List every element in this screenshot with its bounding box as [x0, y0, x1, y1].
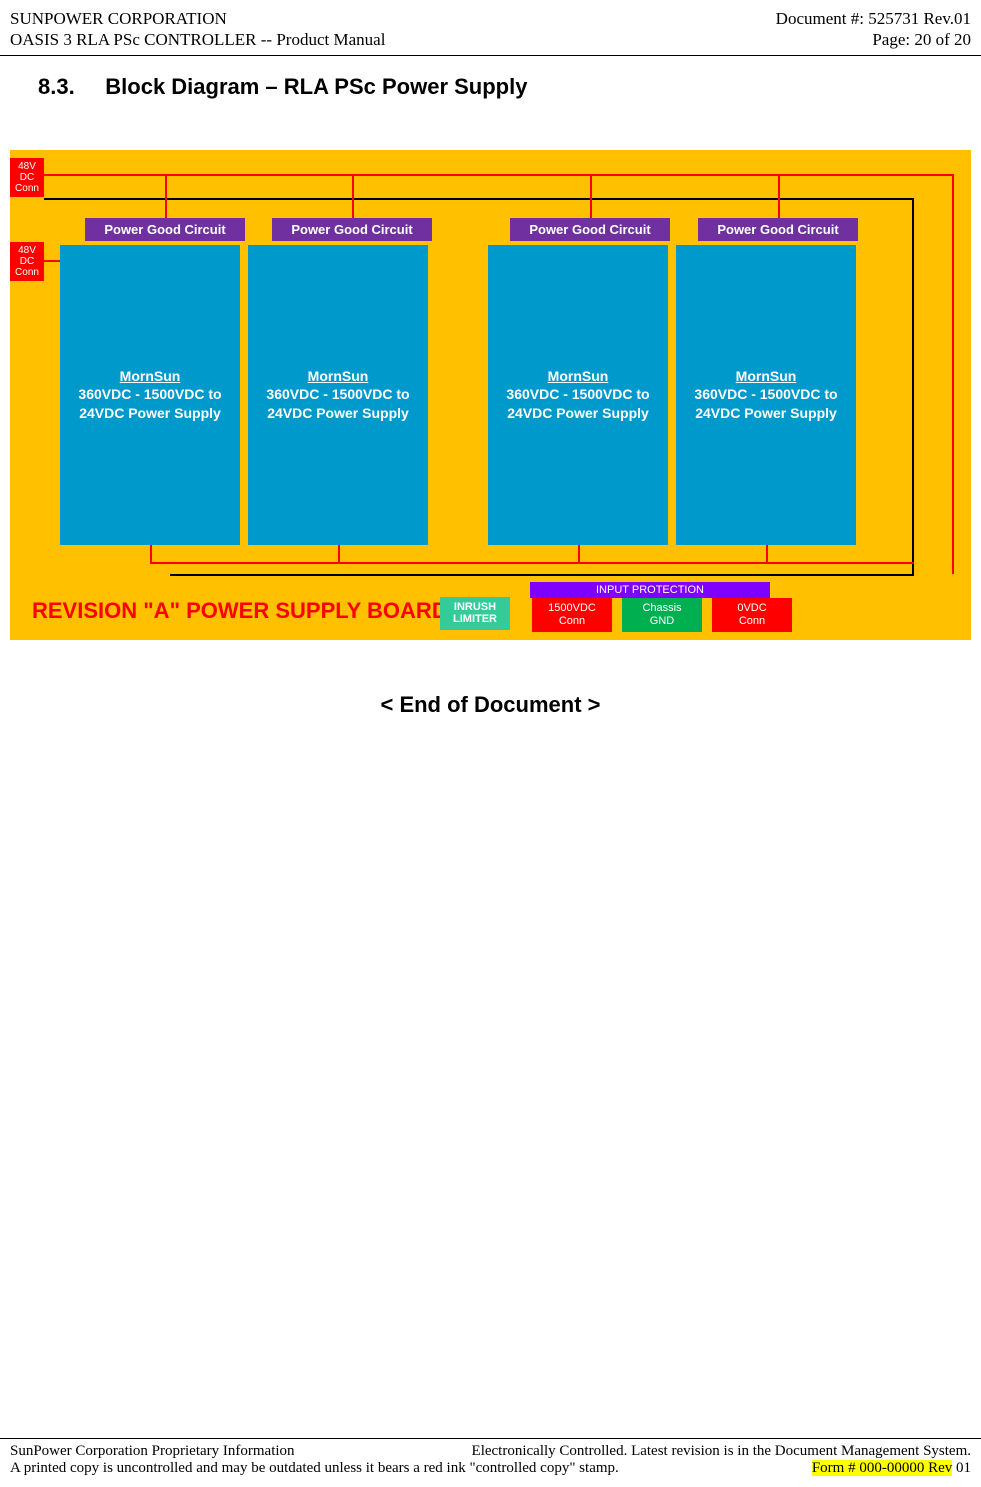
ps-line3: 24VDC Power Supply — [79, 404, 221, 422]
conn-1500-l1: 1500VDC — [534, 602, 610, 615]
wire-top-rail — [44, 174, 954, 176]
conn-48v-l1: 48V — [12, 245, 42, 256]
wire-bottom-bus-2 — [170, 574, 914, 576]
block-diagram: 48V DC Conn 48V DC Conn Power Good Circu… — [10, 150, 971, 640]
power-good-circuit-3: Power Good Circuit — [510, 218, 670, 241]
page-number: Page: 20 of 20 — [776, 29, 971, 50]
mornsun-ps-3: MornSun 360VDC - 1500VDC to 24VDC Power … — [488, 245, 668, 545]
end-of-document: < End of Document > — [0, 692, 981, 718]
conn-48v-top: 48V DC Conn — [10, 158, 44, 197]
footer-uncontrolled: A printed copy is uncontrolled and may b… — [10, 1460, 619, 1477]
conn-0v-l2: Conn — [714, 615, 790, 628]
inrush-l2: LIMITER — [442, 613, 508, 625]
inrush-l1: INRUSH — [442, 601, 508, 613]
conn-1500-l2: Conn — [534, 615, 610, 628]
wire-right-drop — [952, 174, 954, 574]
wire-mid-48v — [44, 260, 60, 262]
footer-proprietary: SunPower Corporation Proprietary Informa… — [10, 1443, 295, 1460]
wire-right-drop-2 — [912, 198, 914, 574]
conn-chassis-gnd: Chassis GND — [622, 598, 702, 631]
wire-bottom-bus — [150, 562, 914, 564]
ps-mornsun: MornSun — [308, 367, 369, 385]
conn-1500vdc: 1500VDC Conn — [532, 598, 612, 631]
wire-drop-1 — [165, 174, 167, 218]
ps-line3: 24VDC Power Supply — [695, 404, 837, 422]
mornsun-ps-2: MornSun 360VDC - 1500VDC to 24VDC Power … — [248, 245, 428, 545]
mornsun-ps-4: MornSun 360VDC - 1500VDC to 24VDC Power … — [676, 245, 856, 545]
product-line: OASIS 3 RLA PSc CONTROLLER -- Product Ma… — [10, 29, 385, 50]
ps-mornsun: MornSun — [120, 367, 181, 385]
mornsun-ps-1: MornSun 360VDC - 1500VDC to 24VDC Power … — [60, 245, 240, 545]
wire-drop-3 — [590, 174, 592, 218]
power-good-circuit-4: Power Good Circuit — [698, 218, 858, 241]
conn-48v-l2: DC — [12, 172, 42, 183]
power-good-circuit-2: Power Good Circuit — [272, 218, 432, 241]
wire-out-4 — [766, 545, 768, 563]
footer-row-1: SunPower Corporation Proprietary Informa… — [10, 1443, 971, 1460]
ps-mornsun: MornSun — [548, 367, 609, 385]
wire-out-2 — [338, 545, 340, 563]
section-number: 8.3. — [38, 74, 75, 99]
wire-out-3 — [578, 545, 580, 563]
header-right: Document #: 525731 Rev.01 Page: 20 of 20 — [776, 8, 971, 51]
conn-48v-l2: DC — [12, 256, 42, 267]
ps-line2: 360VDC - 1500VDC to — [266, 385, 409, 403]
ps-line2: 360VDC - 1500VDC to — [694, 385, 837, 403]
section-title-text: Block Diagram – RLA PSc Power Supply — [105, 74, 527, 99]
ps-line2: 360VDC - 1500VDC to — [78, 385, 221, 403]
page-header: SUNPOWER CORPORATION OASIS 3 RLA PSc CON… — [0, 0, 981, 56]
page-footer: SunPower Corporation Proprietary Informa… — [0, 1438, 981, 1477]
ps-line2: 360VDC - 1500VDC to — [506, 385, 649, 403]
conn-48v-l3: Conn — [12, 267, 42, 278]
board-revision-title: REVISION "A" POWER SUPPLY BOARD — [32, 598, 448, 624]
power-good-circuit-1: Power Good Circuit — [85, 218, 245, 241]
wire-drop-2 — [352, 174, 354, 218]
wire-out-1 — [150, 545, 152, 563]
company-name: SUNPOWER CORPORATION — [10, 8, 385, 29]
section-heading: 8.3. Block Diagram – RLA PSc Power Suppl… — [0, 56, 981, 100]
conn-48v-l3: Conn — [12, 183, 42, 194]
doc-number: Document #: 525731 Rev.01 — [776, 8, 971, 29]
footer-controlled: Electronically Controlled. Latest revisi… — [472, 1443, 971, 1460]
footer-form: Form # 000-00000 Rev 01 — [812, 1460, 971, 1477]
conn-0v-l1: 0VDC — [714, 602, 790, 615]
footer-row-2: A printed copy is uncontrolled and may b… — [10, 1460, 971, 1477]
wire-top-rail-2 — [44, 198, 914, 200]
input-protection-label: INPUT PROTECTION — [530, 582, 770, 598]
ps-line3: 24VDC Power Supply — [267, 404, 409, 422]
conn-gnd-l2: GND — [624, 615, 700, 628]
footer-form-number: Form # 000-00000 Rev — [812, 1460, 952, 1476]
conn-0vdc: 0VDC Conn — [712, 598, 792, 631]
conn-48v-l1: 48V — [12, 161, 42, 172]
inrush-limiter: INRUSH LIMITER — [440, 597, 510, 629]
wire-drop-4 — [778, 174, 780, 218]
header-left: SUNPOWER CORPORATION OASIS 3 RLA PSc CON… — [10, 8, 385, 51]
ps-line3: 24VDC Power Supply — [507, 404, 649, 422]
conn-gnd-l1: Chassis — [624, 602, 700, 615]
ps-mornsun: MornSun — [736, 367, 797, 385]
footer-rev-number: 01 — [952, 1460, 971, 1476]
conn-48v-mid: 48V DC Conn — [10, 242, 44, 281]
